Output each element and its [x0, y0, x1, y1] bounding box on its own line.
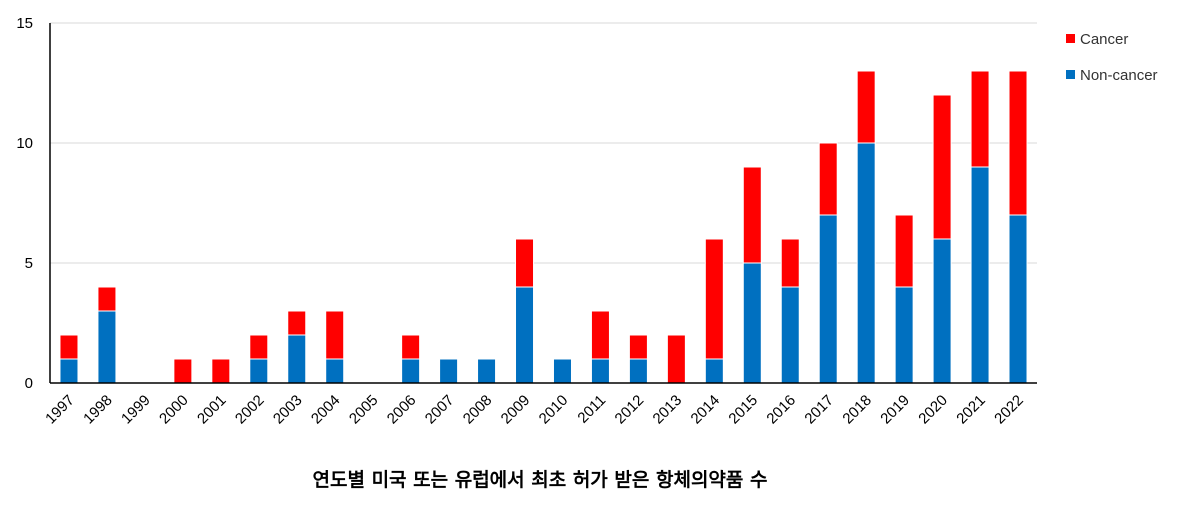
- x-tick-label: 2022: [991, 392, 1027, 428]
- x-tick-label: 2006: [384, 392, 420, 428]
- x-tick-label: 1999: [118, 392, 154, 428]
- bar-non-cancer-2020: [932, 238, 952, 384]
- x-tick-label: 2007: [422, 392, 458, 428]
- x-tick-label: 2009: [498, 392, 534, 428]
- bar-non-cancer-2011: [590, 358, 610, 384]
- bar-non-cancer-2015: [742, 262, 762, 384]
- x-tick-label: 2008: [460, 392, 496, 428]
- x-tick-label: 2003: [270, 392, 306, 428]
- legend-swatch-cancer: [1066, 34, 1075, 43]
- x-tick-label: 2002: [232, 392, 268, 428]
- bar-non-cancer-1997: [59, 358, 79, 384]
- bar-cancer-2000: [173, 358, 193, 384]
- legend-swatch-non-cancer: [1066, 70, 1075, 79]
- bar-non-cancer-2003: [287, 334, 307, 384]
- bar-cancer-2018: [856, 70, 876, 144]
- legend-label-cancer: Cancer: [1080, 31, 1128, 48]
- bar-non-cancer-2010: [552, 358, 572, 384]
- x-tick-label: 2015: [725, 392, 761, 428]
- y-tick-label: 5: [25, 255, 33, 272]
- x-tick-label: 2018: [839, 392, 875, 428]
- bar-non-cancer-2002: [249, 358, 269, 384]
- bar-cancer-2004: [325, 310, 345, 360]
- bar-cancer-2016: [780, 238, 800, 288]
- x-tick-label: 2012: [612, 392, 648, 428]
- y-tick-label: 15: [16, 15, 33, 32]
- bar-cancer-2006: [401, 334, 421, 360]
- x-tick-label: 2013: [650, 392, 686, 428]
- bar-non-cancer-2006: [401, 358, 421, 384]
- y-tick-label: 0: [25, 375, 33, 392]
- bar-non-cancer-2012: [628, 358, 648, 384]
- bar-non-cancer-2008: [477, 358, 497, 384]
- x-tick-label: 2011: [574, 392, 609, 427]
- x-tick-label: 1998: [80, 392, 116, 428]
- bar-cancer-2021: [970, 70, 990, 168]
- x-tick-label: 1997: [42, 392, 78, 428]
- bar-non-cancer-2009: [515, 286, 535, 384]
- bar-non-cancer-2014: [704, 358, 724, 384]
- legend-label-non-cancer: Non-cancer: [1080, 67, 1158, 84]
- bar-non-cancer-2004: [325, 358, 345, 384]
- bar-non-cancer-1998: [97, 310, 117, 384]
- x-tick-label: 2014: [688, 392, 724, 428]
- bar-cancer-2020: [932, 94, 952, 240]
- bar-cancer-2015: [742, 166, 762, 264]
- x-tick-label: 2016: [763, 392, 799, 428]
- x-tick-label: 2001: [194, 392, 230, 428]
- y-tick-label: 10: [16, 135, 33, 152]
- bar-cancer-2001: [211, 358, 231, 384]
- bar-non-cancer-2021: [970, 166, 990, 384]
- bar-cancer-2002: [249, 334, 269, 360]
- x-tick-label: 2019: [877, 392, 913, 428]
- bar-cancer-2017: [818, 142, 838, 216]
- bar-non-cancer-2019: [894, 286, 914, 384]
- bar-non-cancer-2016: [780, 286, 800, 384]
- x-tick-label: 2017: [801, 392, 837, 428]
- bar-cancer-2022: [1008, 70, 1028, 216]
- bar-cancer-1998: [97, 286, 117, 312]
- x-tick-label: 2000: [156, 392, 192, 428]
- bar-cancer-2003: [287, 310, 307, 336]
- bar-cancer-2014: [704, 238, 724, 360]
- bar-non-cancer-2007: [439, 358, 459, 384]
- bar-cancer-2009: [515, 238, 535, 288]
- x-tick-label: 2021: [953, 392, 989, 428]
- bar-non-cancer-2018: [856, 142, 876, 384]
- x-tick-label: 2005: [346, 392, 382, 428]
- bar-cancer-2019: [894, 214, 914, 288]
- bar-cancer-2011: [590, 310, 610, 360]
- bar-cancer-1997: [59, 334, 79, 360]
- x-tick-label: 2020: [915, 392, 951, 428]
- bar-cancer-2012: [628, 334, 648, 360]
- chart-title: 연도별 미국 또는 유럽에서 최초 허가 받은 항체의약품 수: [313, 469, 768, 491]
- bar-cancer-2013: [666, 334, 686, 384]
- x-tick-label: 2010: [536, 392, 572, 428]
- bar-non-cancer-2022: [1008, 214, 1028, 384]
- x-tick-label: 2004: [308, 392, 344, 428]
- bar-non-cancer-2017: [818, 214, 838, 384]
